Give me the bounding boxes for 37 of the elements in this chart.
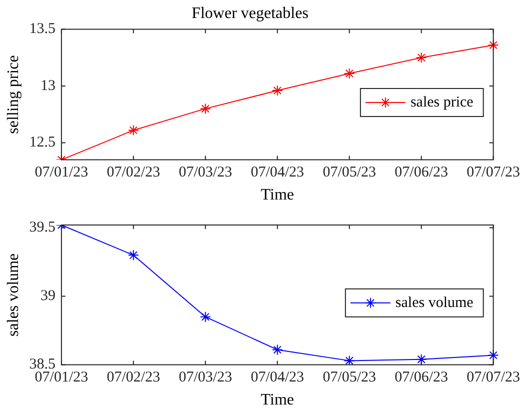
- point: [200, 103, 211, 114]
- y-tick-label: 39.5: [29, 220, 56, 236]
- point: [416, 52, 427, 64]
- point: [416, 354, 427, 365]
- x-tick-label: 07/07/23: [466, 164, 520, 181]
- point: [128, 124, 139, 136]
- point: [200, 311, 211, 322]
- x-tick-label: 07/06/23: [394, 370, 448, 386]
- x-axis-title: Time: [260, 392, 294, 409]
- y-tick-label: 39: [40, 288, 56, 304]
- point: [272, 85, 283, 96]
- legend-label: sales price: [410, 94, 474, 110]
- point: [128, 250, 139, 261]
- legend-label: sales volume: [395, 294, 474, 311]
- point: [272, 344, 283, 356]
- x-tick-label: 07/05/23: [322, 370, 376, 386]
- x-tick-label: 07/02/23: [106, 370, 160, 386]
- y-tick-label: 13: [40, 78, 56, 94]
- point: [488, 40, 499, 51]
- point: [344, 68, 355, 79]
- y-tick-label: 13.5: [29, 21, 56, 38]
- x-tick-label: 07/04/23: [250, 370, 304, 386]
- y-axis-title: sales volume: [4, 253, 22, 336]
- x-axis-title: Time: [260, 186, 294, 204]
- point: [344, 355, 355, 365]
- point: [488, 350, 499, 361]
- x-tick-label: 07/01/23: [34, 164, 88, 181]
- x-tick-label: 07/03/23: [178, 164, 232, 181]
- x-tick-label: 07/02/23: [106, 164, 160, 181]
- y-axis-title: selling price: [4, 55, 22, 134]
- x-tick-label: 07/06/23: [394, 164, 448, 181]
- y-tick-label: 12.5: [29, 134, 56, 151]
- x-tick-label: 07/07/23: [466, 370, 520, 386]
- x-tick-label: 07/04/23: [250, 164, 304, 181]
- x-tick-label: 07/03/23: [178, 370, 232, 386]
- x-tick-label: 07/05/23: [322, 164, 376, 181]
- chart-title: Flower vegetables: [192, 4, 308, 22]
